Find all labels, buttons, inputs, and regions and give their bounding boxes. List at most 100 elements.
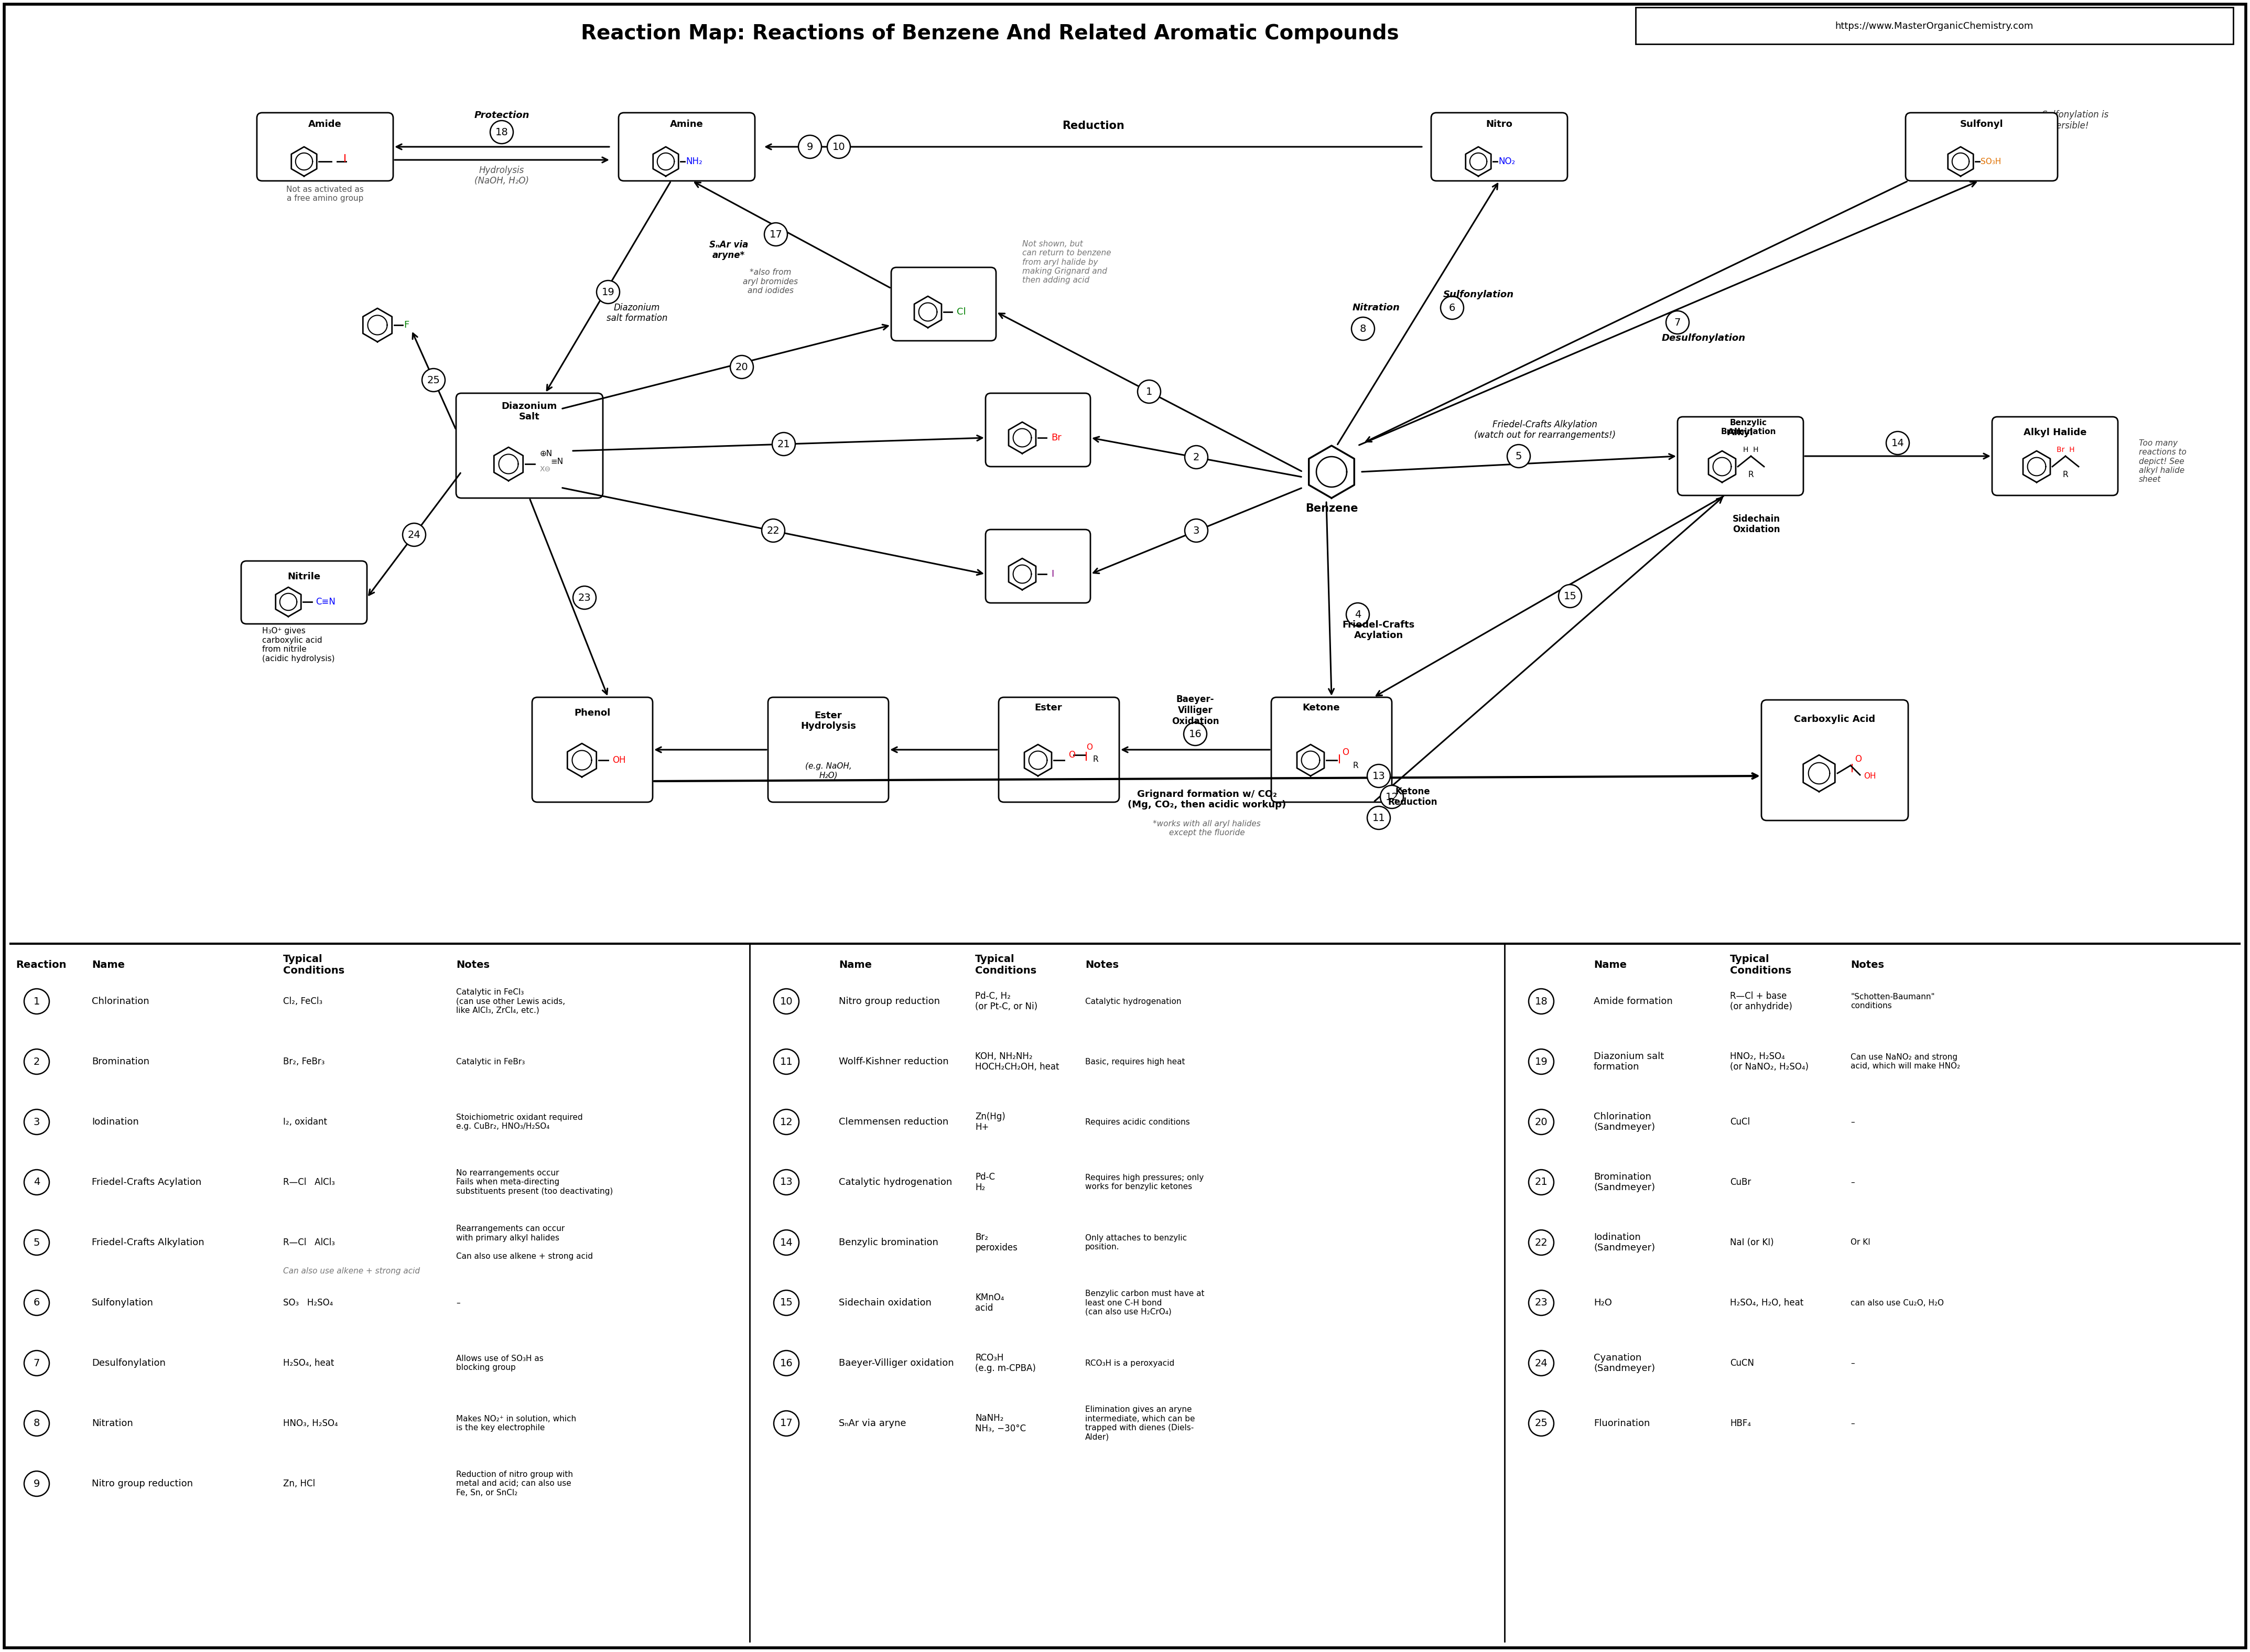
Circle shape [25,1170,49,1194]
Text: 14: 14 [1892,438,1903,448]
Text: Allows use of SO₃H as
blocking group: Allows use of SO₃H as blocking group [457,1355,544,1371]
Text: Pd-C
H₂: Pd-C H₂ [974,1171,994,1193]
Text: Catalytic in FeCl₃
(can use other Lewis acids,
like AlCl₃, ZrCl₄, etc.): Catalytic in FeCl₃ (can use other Lewis … [457,988,565,1014]
Text: Friedel-Crafts Alkylation
(watch out for rearrangements!): Friedel-Crafts Alkylation (watch out for… [1474,420,1615,439]
Text: 10: 10 [832,142,846,152]
Text: 25: 25 [428,375,441,385]
Circle shape [774,1049,799,1074]
Circle shape [1528,1290,1555,1315]
Text: H₂O: H₂O [1593,1298,1611,1307]
Text: Diazonium salt
formation: Diazonium salt formation [1593,1051,1665,1072]
Text: Sulfonylation: Sulfonylation [92,1298,153,1307]
FancyBboxPatch shape [985,393,1091,466]
Text: O: O [1854,755,1861,763]
Text: 17: 17 [781,1419,792,1429]
Text: 5: 5 [34,1237,40,1247]
Circle shape [596,281,619,304]
Text: Ketone: Ketone [1303,704,1339,712]
Text: Reaction: Reaction [16,960,65,970]
Text: Fluorination: Fluorination [1593,1419,1649,1427]
Text: Iodination
(Sandmeyer): Iodination (Sandmeyer) [1593,1232,1656,1252]
Circle shape [574,586,596,610]
Circle shape [774,1110,799,1135]
Text: 2: 2 [34,1057,40,1067]
Circle shape [1528,1170,1555,1194]
Text: OH: OH [612,755,625,765]
Text: 19: 19 [1534,1057,1548,1067]
Circle shape [1885,431,1910,454]
Circle shape [25,1049,49,1074]
Text: Catalytic hydrogenation: Catalytic hydrogenation [839,1178,952,1188]
Circle shape [828,135,850,159]
Circle shape [799,135,821,159]
Circle shape [1379,785,1404,808]
Text: 1: 1 [34,996,40,1006]
Text: 21: 21 [776,439,790,449]
Text: Sidechain oxidation: Sidechain oxidation [839,1298,931,1307]
Text: Zn, HCl: Zn, HCl [284,1479,315,1488]
Circle shape [774,1411,799,1436]
Circle shape [1528,1411,1555,1436]
Text: ⊕N: ⊕N [540,449,553,458]
Text: 8: 8 [34,1419,40,1429]
Text: Catalytic in FeBr₃: Catalytic in FeBr₃ [457,1057,524,1066]
Text: Benzene: Benzene [1305,504,1359,514]
Text: H₂SO₄, H₂O, heat: H₂SO₄, H₂O, heat [1730,1298,1804,1307]
Text: "Schotten-Baumann"
conditions: "Schotten-Baumann" conditions [1849,993,1935,1009]
Text: Or KI: Or KI [1849,1239,1870,1247]
Text: 24: 24 [407,530,421,540]
Text: KOH, NH₂NH₂
HOCH₂CH₂OH, heat: KOH, NH₂NH₂ HOCH₂CH₂OH, heat [974,1051,1060,1072]
Text: Alkyl Halide: Alkyl Halide [2023,428,2086,438]
FancyBboxPatch shape [1906,112,2056,180]
Circle shape [1138,380,1161,403]
Text: 18: 18 [495,127,508,137]
Text: H  H: H H [1744,446,1759,454]
Text: 9: 9 [808,142,812,152]
Text: Benzylic bromination: Benzylic bromination [839,1237,938,1247]
FancyBboxPatch shape [985,530,1091,603]
Text: 14: 14 [781,1237,792,1247]
Text: Can also use alkene + strong acid: Can also use alkene + strong acid [284,1267,421,1275]
Text: Sidechain
Oxidation: Sidechain Oxidation [1732,514,1780,535]
Text: Ketone
Reduction: Ketone Reduction [1388,786,1438,808]
Text: Amide: Amide [308,119,342,129]
Text: Nitration: Nitration [1352,302,1399,312]
Text: Nitro group reduction: Nitro group reduction [92,1479,193,1488]
Circle shape [1508,444,1530,468]
Text: Requires acidic conditions: Requires acidic conditions [1084,1118,1190,1127]
Text: Bromination
(Sandmeyer): Bromination (Sandmeyer) [1593,1171,1656,1193]
Text: I: I [1051,570,1053,578]
Circle shape [1559,585,1582,608]
Text: C≡N: C≡N [315,596,335,606]
Circle shape [25,1351,49,1376]
Text: 15: 15 [1564,591,1577,601]
Text: Baeyer-
Villiger
Oxidation: Baeyer- Villiger Oxidation [1172,695,1220,725]
Text: I₂, oxidant: I₂, oxidant [284,1117,326,1127]
Text: 11: 11 [781,1057,792,1067]
Text: 13: 13 [781,1178,792,1188]
Text: 20: 20 [1534,1117,1548,1127]
Text: Rearrangements can occur
with primary alkyl halides

Can also use alkene + stron: Rearrangements can occur with primary al… [457,1224,594,1260]
Text: Only attaches to benzylic
position.: Only attaches to benzylic position. [1084,1234,1188,1251]
Text: Cyanation
(Sandmeyer): Cyanation (Sandmeyer) [1593,1353,1656,1373]
Text: SₙAr via
aryne*: SₙAr via aryne* [709,240,749,261]
Text: Baeyer-Villiger oxidation: Baeyer-Villiger oxidation [839,1358,954,1368]
Text: Sulfonylation: Sulfonylation [1442,289,1514,299]
Text: 18: 18 [1534,996,1548,1006]
Text: 15: 15 [781,1298,792,1308]
Text: 1: 1 [1145,387,1152,396]
Text: Requires high pressures; only
works for benzylic ketones: Requires high pressures; only works for … [1084,1175,1204,1191]
Text: KMnO₄
acid: KMnO₄ acid [974,1292,1003,1313]
FancyBboxPatch shape [999,697,1118,803]
FancyBboxPatch shape [767,697,889,803]
Circle shape [1345,603,1370,626]
Text: *works with all aryl halides
except the fluoride: *works with all aryl halides except the … [1152,819,1260,838]
Circle shape [774,990,799,1014]
Text: H₃O⁺ gives
carboxylic acid
from nitrile
(acidic hydrolysis): H₃O⁺ gives carboxylic acid from nitrile … [261,628,335,662]
Text: Notes: Notes [457,960,490,970]
Text: Name: Name [839,960,871,970]
Circle shape [1440,296,1465,319]
Text: Br: Br [1051,433,1062,443]
Circle shape [1352,317,1375,340]
Text: OH: OH [1863,771,1876,780]
